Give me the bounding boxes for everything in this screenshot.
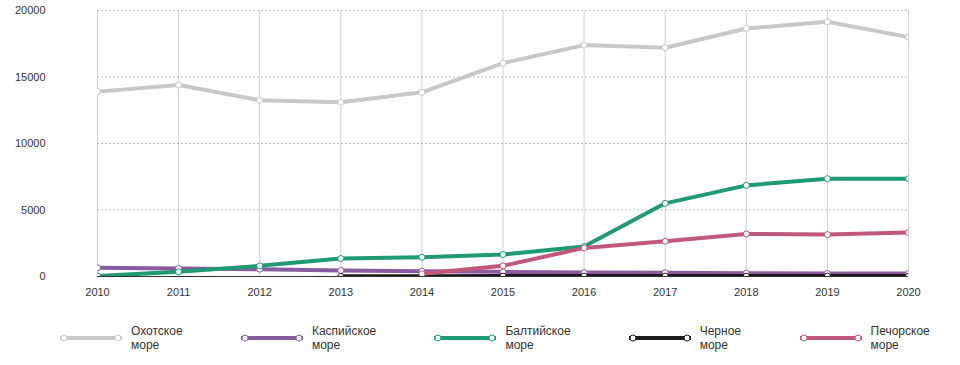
svg-text:0: 0: [39, 270, 45, 282]
html-text:Черное море: Черное море: [699, 324, 741, 352]
svg-text:2017: 2017: [653, 286, 677, 298]
svg-text:2011: 2011: [167, 286, 191, 298]
svg-text:2012: 2012: [247, 286, 271, 298]
svg-text:2018: 2018: [734, 286, 758, 298]
html-text:Балтийское море: Балтийское море: [505, 324, 571, 352]
svg-text:2020: 2020: [896, 286, 920, 298]
svg-text:2019: 2019: [815, 286, 839, 298]
svg-text:2010: 2010: [85, 286, 109, 298]
svg-text:10000: 10000: [15, 137, 46, 149]
html-text:Печорское море: Печорское море: [870, 324, 930, 352]
svg-text:5000: 5000: [21, 204, 45, 216]
svg-text:2015: 2015: [491, 286, 515, 298]
svg-text:20000: 20000: [15, 4, 46, 16]
svg-text:2014: 2014: [410, 286, 434, 298]
svg-text:2013: 2013: [329, 286, 353, 298]
html-text:Каспийское море: Каспийское море: [311, 324, 377, 352]
svg-text:15000: 15000: [15, 71, 46, 83]
svg-text:2016: 2016: [572, 286, 596, 298]
html-text:Охотское море: Охотское море: [131, 324, 183, 352]
